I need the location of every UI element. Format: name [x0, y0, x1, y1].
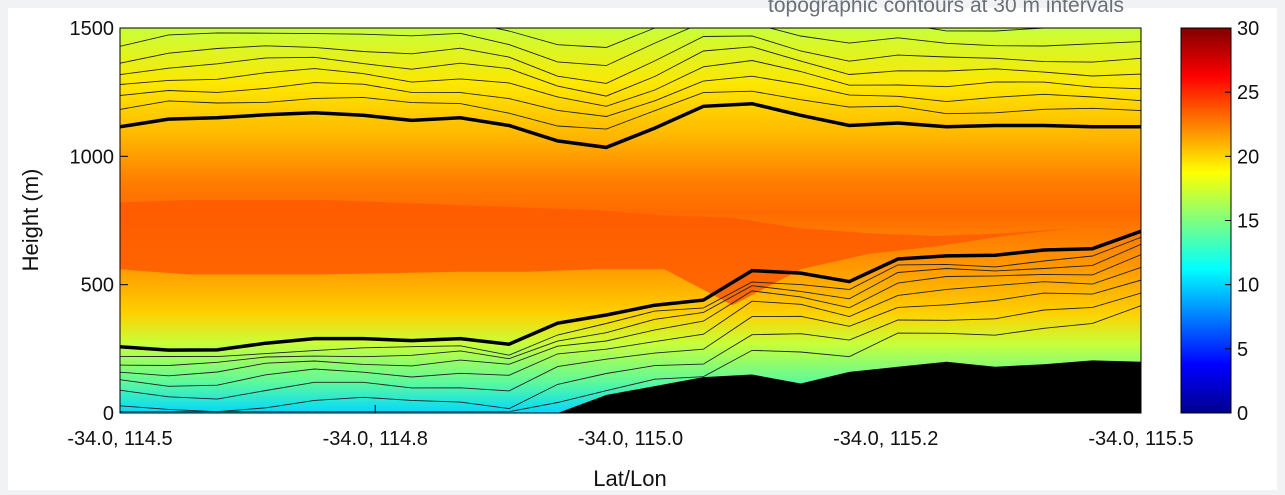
contour-line: [120, 236, 1141, 358]
figure-caption: topographic contours at 30 m intervals: [768, 0, 1125, 17]
contour-line: [120, 46, 1141, 97]
warm-core-region: [120, 200, 1141, 306]
contour-line: [120, 254, 1141, 377]
colorbar-tick-label: 15: [1237, 211, 1259, 233]
x-tick-label: -34.0, 114.8: [323, 428, 428, 450]
contour-line: [120, 292, 1141, 413]
contour-line: [120, 35, 1141, 84]
y-axis: 0 500 1000 1500: [70, 18, 128, 425]
contour-line: [120, 75, 1141, 117]
contour-line: [120, 90, 1141, 130]
colorbar-tick-label: 30: [1237, 18, 1259, 40]
contour-line: [120, 60, 1141, 107]
colorbar-tick-label: 25: [1237, 82, 1259, 104]
colorbar-gradient: [1180, 27, 1232, 414]
x-axis-label: Lat/Lon: [593, 466, 666, 490]
x-tick-label: -34.0, 115.0: [578, 428, 683, 450]
colorbar-tick-label: 5: [1237, 339, 1248, 361]
contour-line: [120, 266, 1141, 387]
x-tick-label: -34.0, 115.5: [1088, 428, 1193, 450]
colorbar: 0 5 10 15 20 25 30: [1180, 18, 1259, 425]
y-tick-label: 1500: [70, 18, 115, 40]
contour-line: [120, 243, 1141, 366]
bold-contour-upper: [120, 101, 1141, 150]
terrain: [120, 360, 1141, 413]
contour-line: [120, 28, 1141, 67]
plot-area: [119, 27, 1142, 414]
x-tick-label: -34.0, 114.5: [67, 428, 172, 450]
colorbar-tick-label: 0: [1237, 403, 1248, 425]
y-tick-label: 0: [103, 403, 114, 425]
bold-contour-lower: [120, 229, 1141, 352]
x-axis: -34.0, 114.5 -34.0, 114.8 -34.0, 115.0 -34.…: [67, 405, 1194, 450]
contour-line: [120, 279, 1141, 400]
colorbar-tick-label: 10: [1237, 275, 1259, 297]
contour-chart: -34.0, 114.5 -34.0, 114.8 -34.0, 115.0 -34.…: [18, 18, 1259, 491]
colorbar-tick-label: 20: [1237, 146, 1259, 168]
figure-frame: topographic contours at 30 m intervals: [8, 0, 1277, 491]
y-tick-label: 500: [81, 275, 114, 297]
contour-line: [120, 28, 1141, 48]
y-tick-label: 1000: [70, 146, 115, 168]
x-tick-label: -34.0, 115.2: [833, 428, 938, 450]
y-axis-label: Height (m): [18, 169, 43, 272]
contour-line: [120, 305, 1141, 413]
